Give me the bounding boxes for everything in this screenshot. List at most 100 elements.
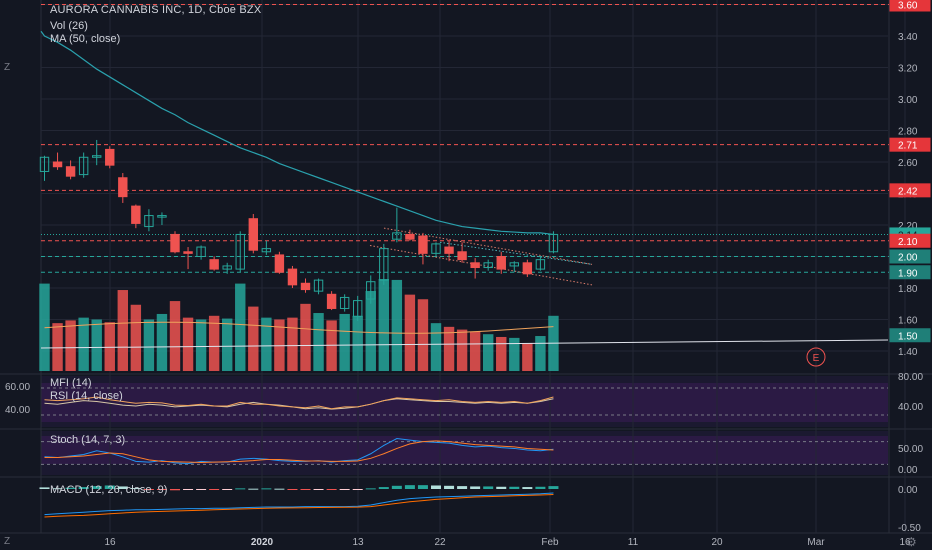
candle-body <box>470 262 480 269</box>
volume-bar <box>235 283 246 371</box>
rsi-line <box>44 396 554 410</box>
macd-histogram-bar <box>365 488 376 490</box>
volume-bar <box>417 299 429 371</box>
macd-histogram-bar <box>417 485 428 489</box>
volume-bar <box>365 290 376 371</box>
candle-body <box>92 155 102 158</box>
candle-body <box>353 300 363 317</box>
macd-histogram-bar <box>378 487 389 489</box>
time-tick-label: 20 <box>711 537 723 548</box>
macd-histogram-bar <box>391 485 402 489</box>
candle-body <box>405 233 415 240</box>
macd-histogram-bar <box>65 487 76 489</box>
candle-body <box>509 262 520 267</box>
price-tick-label: 2.60 <box>898 158 918 169</box>
volume-bar <box>222 318 233 371</box>
price-badge-label: 1.90 <box>898 268 918 279</box>
price-badge <box>889 249 931 264</box>
macd-histogram-bar <box>261 488 272 490</box>
price-badge <box>889 233 931 248</box>
volume-bar <box>313 313 324 371</box>
volume-bar <box>378 279 389 371</box>
mfi-left-tick-label: 40.00 <box>5 405 30 416</box>
macd-histogram-bar <box>496 486 507 489</box>
price-tick-label: 1.40 <box>898 347 918 358</box>
volume-bar <box>300 303 311 371</box>
price-badge-label: 1.50 <box>898 331 918 342</box>
ma-50-line <box>40 30 554 236</box>
volume-bar <box>535 336 546 371</box>
macd-histogram-bar <box>209 489 220 490</box>
volume-bar <box>287 317 298 371</box>
candle-body <box>326 293 337 309</box>
macd-histogram-bar <box>313 489 324 490</box>
volume-bar <box>195 319 207 371</box>
volume-bar <box>156 313 168 371</box>
macd-histogram-bar <box>457 486 468 489</box>
volume-bar <box>104 322 115 371</box>
price-badge <box>889 328 931 343</box>
volume-bar <box>274 319 285 371</box>
candle-body <box>300 282 311 291</box>
macd-tick-label: -0.50 <box>898 523 921 534</box>
candle-body <box>157 215 167 218</box>
macd-histogram-bar <box>117 486 128 489</box>
macd-histogram-bar <box>39 487 50 489</box>
candle-body <box>144 215 154 228</box>
volume-bar <box>117 290 128 371</box>
macd-histogram-bar <box>470 486 481 489</box>
macd-line <box>44 492 554 516</box>
candle-body <box>78 156 89 176</box>
macd-histogram-bar <box>156 489 167 490</box>
candle-body <box>222 265 232 270</box>
volume-bar <box>261 317 272 371</box>
price-badge <box>889 183 931 198</box>
candle-body <box>392 232 402 240</box>
candle-body <box>183 251 193 254</box>
price-tick-label: 1.80 <box>898 284 918 295</box>
macd-legend: MACD (12, 26, close, 9) <box>50 484 168 496</box>
candle-body <box>131 205 141 224</box>
settings-gear-icon[interactable]: ⚙ <box>906 535 917 549</box>
chart-title: AURORA CANNABIS INC, 1D, Cboe BZX <box>50 4 262 16</box>
time-tick-label: 22 <box>434 537 446 548</box>
candle-body <box>65 166 76 177</box>
ma-legend: MA (50, close) <box>50 33 121 45</box>
volume-bar <box>522 343 533 371</box>
macd-histogram-bar <box>287 489 298 490</box>
candle-body <box>248 218 259 251</box>
zoom-reset-icon[interactable]: Z <box>4 536 11 547</box>
price-badge-label: 2.42 <box>898 186 918 197</box>
price-badge-label: 2.71 <box>898 141 918 152</box>
time-tick-label: Feb <box>541 537 559 548</box>
macd-histogram-bar <box>444 485 455 489</box>
candle-body <box>379 248 389 281</box>
volume-legend: Vol (26) <box>50 20 88 32</box>
rsi-legend: RSI (14, close) <box>50 390 123 402</box>
candle-body <box>548 233 559 253</box>
candle-body <box>287 268 298 286</box>
macd-histogram-bar <box>431 485 441 489</box>
zoom-toggle-icon[interactable]: Z <box>4 62 11 73</box>
macd-histogram-bar <box>404 485 415 489</box>
candle-body <box>105 148 115 166</box>
macd-histogram-bar <box>104 485 115 489</box>
macd-histogram-bar <box>78 487 89 489</box>
candle-body <box>496 256 506 270</box>
candle-body <box>209 259 219 270</box>
volume-bar <box>456 329 468 371</box>
macd-histogram-bar <box>196 489 207 490</box>
mfi-tick-label: 40.00 <box>898 402 923 413</box>
volume-bar <box>509 337 520 371</box>
stoch-band <box>41 436 888 464</box>
stoch-tick-label: 50.00 <box>898 444 923 455</box>
macd-histogram-bar <box>170 489 180 491</box>
price-tick-label: 3.40 <box>898 32 918 43</box>
macd-histogram-bar <box>235 488 246 490</box>
macd-histogram-bar <box>248 488 259 490</box>
earnings-marker-icon <box>806 347 826 367</box>
volume-baseline <box>40 339 889 349</box>
time-tick-label: Mar <box>807 537 825 548</box>
volume-bar <box>130 304 142 371</box>
